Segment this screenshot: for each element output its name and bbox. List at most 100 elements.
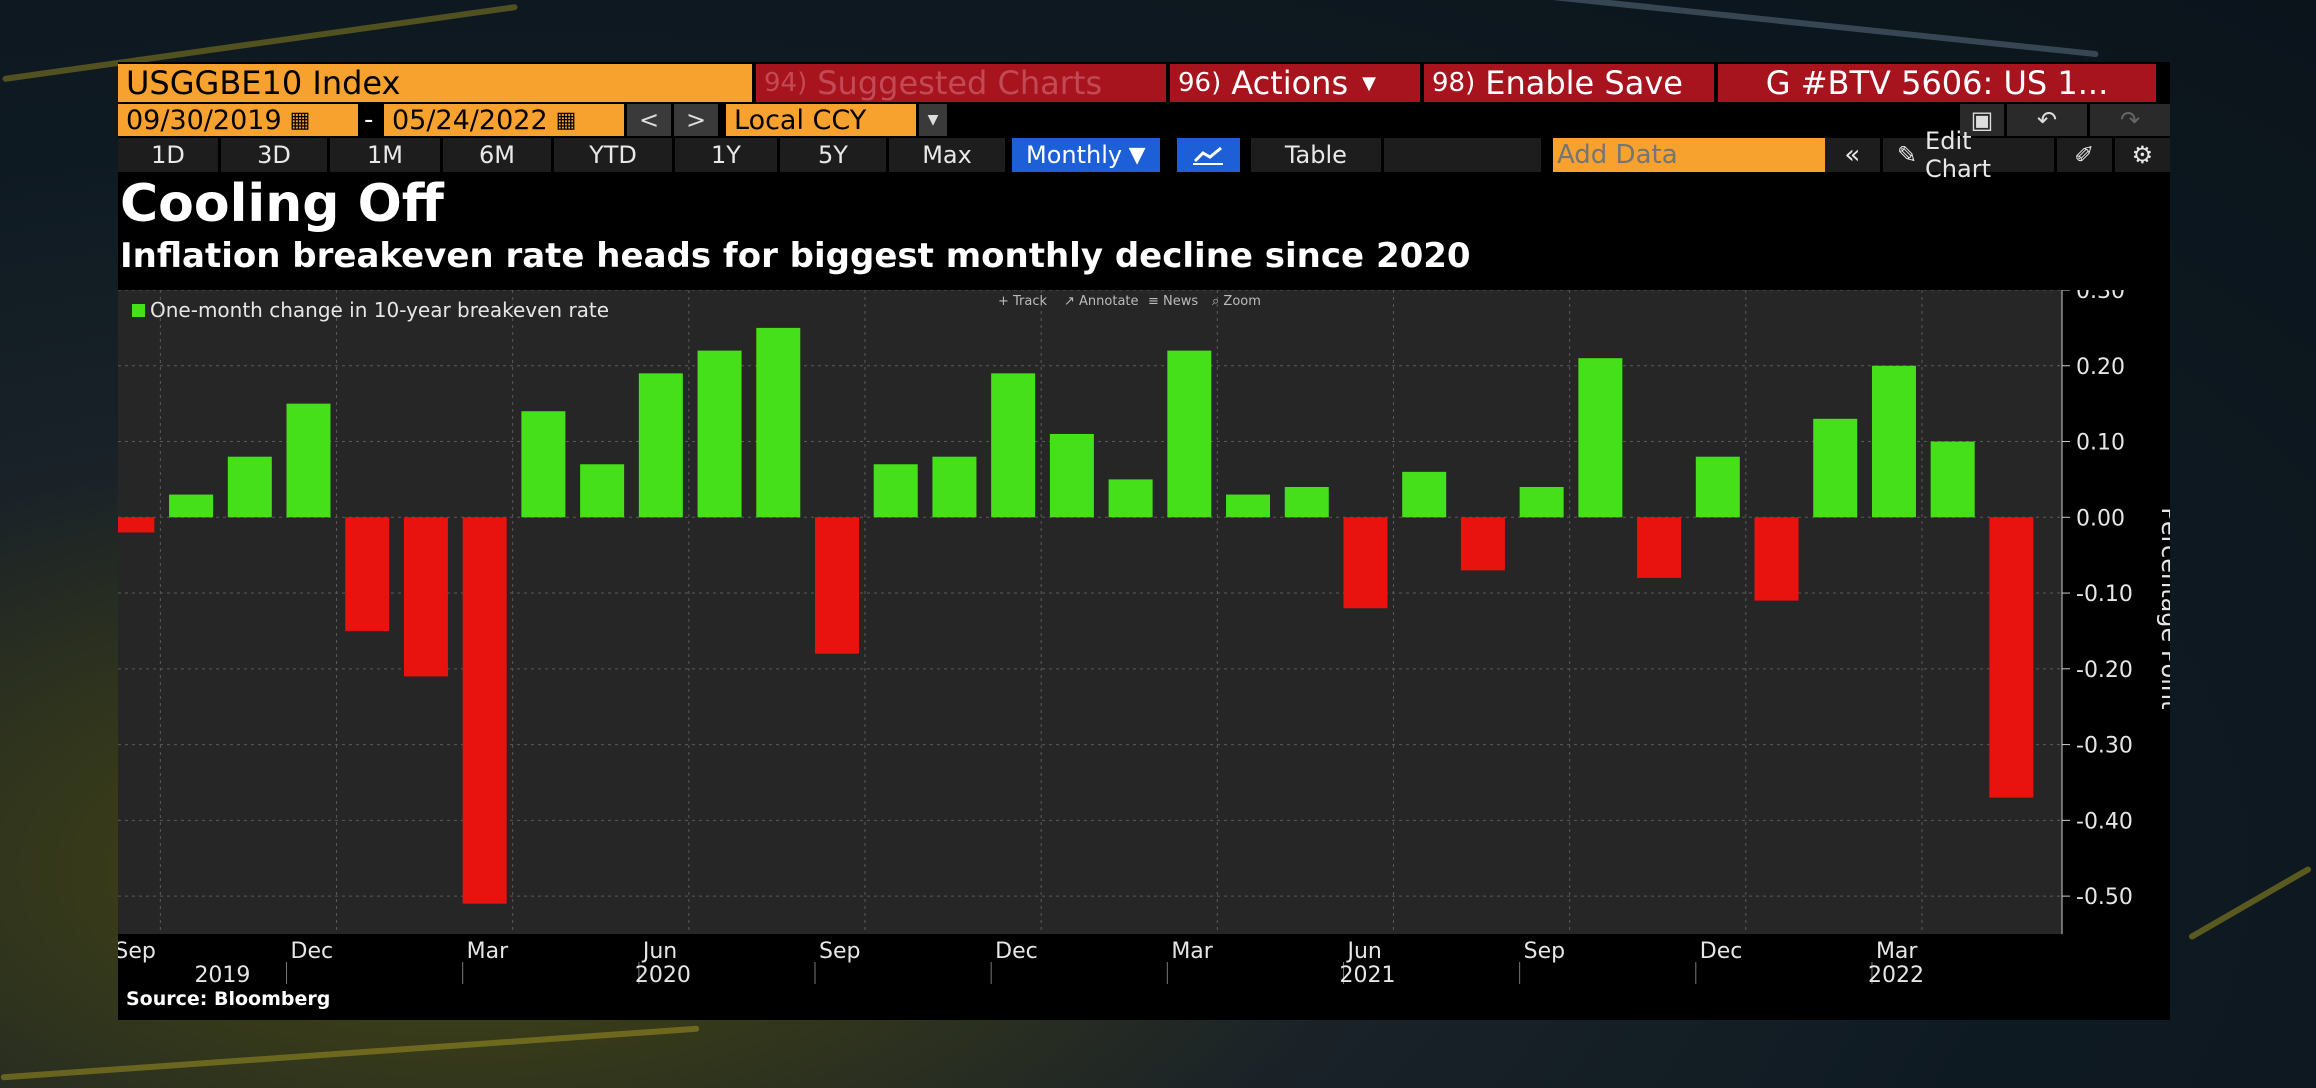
bar-2021-07 bbox=[1402, 471, 1447, 518]
x-tick-label: Mar bbox=[467, 939, 509, 964]
tool-track[interactable]: + Track bbox=[998, 294, 1047, 309]
undo-icon: ↶ bbox=[2036, 106, 2058, 134]
bar-2020-02 bbox=[403, 517, 448, 677]
ticker-field[interactable]: USGGBE10 Index bbox=[118, 64, 752, 102]
news-icon: ≡ bbox=[1148, 294, 1164, 309]
x-tick-label: Dec bbox=[291, 939, 334, 964]
zoom-icon: ⌕ bbox=[1212, 294, 1224, 309]
period-button-ytd[interactable]: YTD bbox=[554, 138, 672, 172]
axes: 0.30 0.20 0.10 0.00 -0.10 -0.20 -0.30 -0.40 -0.5… bbox=[118, 290, 2170, 984]
currency-value: Local CCY bbox=[734, 104, 867, 136]
tool-zoom[interactable]: ⌕ Zoom bbox=[1212, 294, 1261, 309]
edit-settings-icon: ✐ bbox=[2074, 141, 2095, 169]
y-tick-label: 0.10 bbox=[2076, 431, 2125, 456]
bar-2021-08 bbox=[1460, 517, 1505, 571]
dropdown-arrow-icon: ▼ bbox=[1362, 72, 1376, 94]
edit-chart-label: Edit Chart bbox=[1925, 127, 1991, 183]
calendar-icon[interactable]: ▦ bbox=[555, 107, 577, 133]
period-button-1y[interactable]: 1Y bbox=[675, 138, 777, 172]
undo-button[interactable]: ↶ bbox=[2007, 104, 2087, 136]
bar-2019-11 bbox=[227, 456, 272, 518]
y-tick-label: -0.40 bbox=[2076, 809, 2133, 834]
annotate-icon: ↗ bbox=[1064, 294, 1080, 309]
bar-2021-06 bbox=[1343, 517, 1388, 609]
x-tick-label: Mar bbox=[1171, 939, 1213, 964]
group-title[interactable]: G #BTV 5606: US 1... bbox=[1718, 64, 2156, 102]
x-tick-label: Dec bbox=[995, 939, 1038, 964]
add-data-input[interactable] bbox=[1552, 138, 1825, 172]
table-button[interactable]: Table bbox=[1250, 138, 1381, 172]
bar-2020-11 bbox=[932, 456, 977, 518]
line-chart-icon bbox=[1193, 146, 1224, 165]
period-button-6m[interactable]: 6M bbox=[443, 138, 551, 172]
presentation-button[interactable]: ▣ bbox=[1960, 104, 2004, 136]
period-button-3d[interactable]: 3D bbox=[221, 138, 327, 172]
bar-2022-02 bbox=[1813, 418, 1858, 518]
x-tick-label: Sep bbox=[819, 939, 860, 964]
x-axis-band bbox=[118, 934, 2170, 984]
tool-label: Zoom bbox=[1223, 294, 1261, 309]
y-tick-label: -0.30 bbox=[2076, 734, 2133, 759]
period-button-1d[interactable]: 1D bbox=[118, 138, 218, 172]
ticker-label: USGGBE10 Index bbox=[126, 64, 401, 102]
table-label: Table bbox=[1284, 141, 1347, 169]
x-year-label: 2021 bbox=[1339, 963, 1395, 984]
currency-dropdown-button[interactable]: ▼ bbox=[919, 104, 947, 136]
tool-news[interactable]: ≡ News bbox=[1148, 294, 1198, 309]
period-button-max[interactable]: Max bbox=[889, 138, 1005, 172]
frequency-select[interactable]: Monthly ▼ bbox=[1012, 138, 1160, 172]
bar-2021-12 bbox=[1695, 456, 1740, 518]
end-date-field[interactable]: 05/24/2022 ▦ bbox=[384, 104, 624, 136]
actions-button[interactable]: 96) Actions ▼ bbox=[1170, 64, 1420, 102]
x-tick-label: Jun bbox=[1345, 939, 1381, 964]
x-year-label: 2022 bbox=[1868, 963, 1924, 984]
bar-2021-02 bbox=[1108, 479, 1153, 518]
legend-swatch bbox=[132, 304, 145, 317]
add-data-field[interactable] bbox=[1552, 140, 1825, 170]
bar-2022-04 bbox=[1930, 441, 1975, 518]
next-range-button[interactable]: > bbox=[674, 104, 718, 136]
tool-annotate[interactable]: ↗ Annotate bbox=[1064, 294, 1139, 309]
start-date-value: 09/30/2019 bbox=[126, 104, 282, 136]
period-button-1m[interactable]: 1M bbox=[330, 138, 440, 172]
start-date-field[interactable]: 09/30/2019 ▦ bbox=[118, 104, 358, 136]
x-tick-label: Jun bbox=[641, 939, 677, 964]
bar-2021-05 bbox=[1284, 486, 1329, 518]
redo-button[interactable]: ↷ bbox=[2090, 104, 2170, 136]
bar-2020-07 bbox=[697, 350, 742, 518]
toolbar-spacer bbox=[1383, 138, 1541, 172]
prev-range-button[interactable]: < bbox=[627, 104, 671, 136]
actions-number: 96) bbox=[1178, 68, 1222, 98]
x-year-label: 2020 bbox=[635, 963, 691, 984]
tool-label: Annotate bbox=[1079, 294, 1139, 309]
bar-2020-12 bbox=[991, 373, 1036, 518]
y-axis-label: Percentage Point bbox=[2156, 507, 2170, 709]
header-bar: USGGBE10 Index 94) Suggested Charts 96) … bbox=[118, 64, 2170, 102]
currency-select[interactable]: Local CCY bbox=[726, 104, 916, 136]
end-date-value: 05/24/2022 bbox=[392, 104, 548, 136]
y-tick-label: -0.20 bbox=[2076, 658, 2133, 683]
bar-2021-11 bbox=[1637, 517, 1682, 578]
chevron-right-icon: > bbox=[685, 106, 707, 134]
bar-2021-04 bbox=[1226, 494, 1271, 518]
calendar-icon[interactable]: ▦ bbox=[289, 107, 311, 133]
edit-chart-button[interactable]: ✎ Edit Chart bbox=[1882, 127, 2054, 183]
bar-chart[interactable]: 0.30 0.20 0.10 0.00 -0.10 -0.20 -0.30 -0.40 -0.5… bbox=[118, 290, 2170, 984]
bars bbox=[118, 327, 2034, 904]
y-tick-label: 0.00 bbox=[2076, 506, 2125, 531]
group-label: G #BTV 5606: US 1... bbox=[1765, 64, 2109, 102]
track-icon: + bbox=[998, 294, 1014, 309]
legend-label: One-month change in 10-year breakeven ra… bbox=[150, 298, 609, 322]
settings-button[interactable]: ⚙ bbox=[2114, 138, 2170, 172]
period-buttons: 1D 3D 1M 6M YTD 1Y 5Y Max bbox=[118, 138, 1008, 172]
chart-edit-settings-button[interactable]: ✐ bbox=[2056, 138, 2112, 172]
bar-2020-03 bbox=[462, 517, 507, 904]
bar-2022-03 bbox=[1871, 365, 1916, 518]
collapse-button[interactable]: « bbox=[1824, 138, 1880, 172]
bar-2022-05 bbox=[1989, 517, 2034, 798]
period-button-5y[interactable]: 5Y bbox=[780, 138, 886, 172]
suggested-charts-button[interactable]: 94) Suggested Charts bbox=[756, 64, 1166, 102]
line-chart-button[interactable] bbox=[1176, 138, 1240, 172]
enable-save-button[interactable]: 98) Enable Save bbox=[1424, 64, 1714, 102]
